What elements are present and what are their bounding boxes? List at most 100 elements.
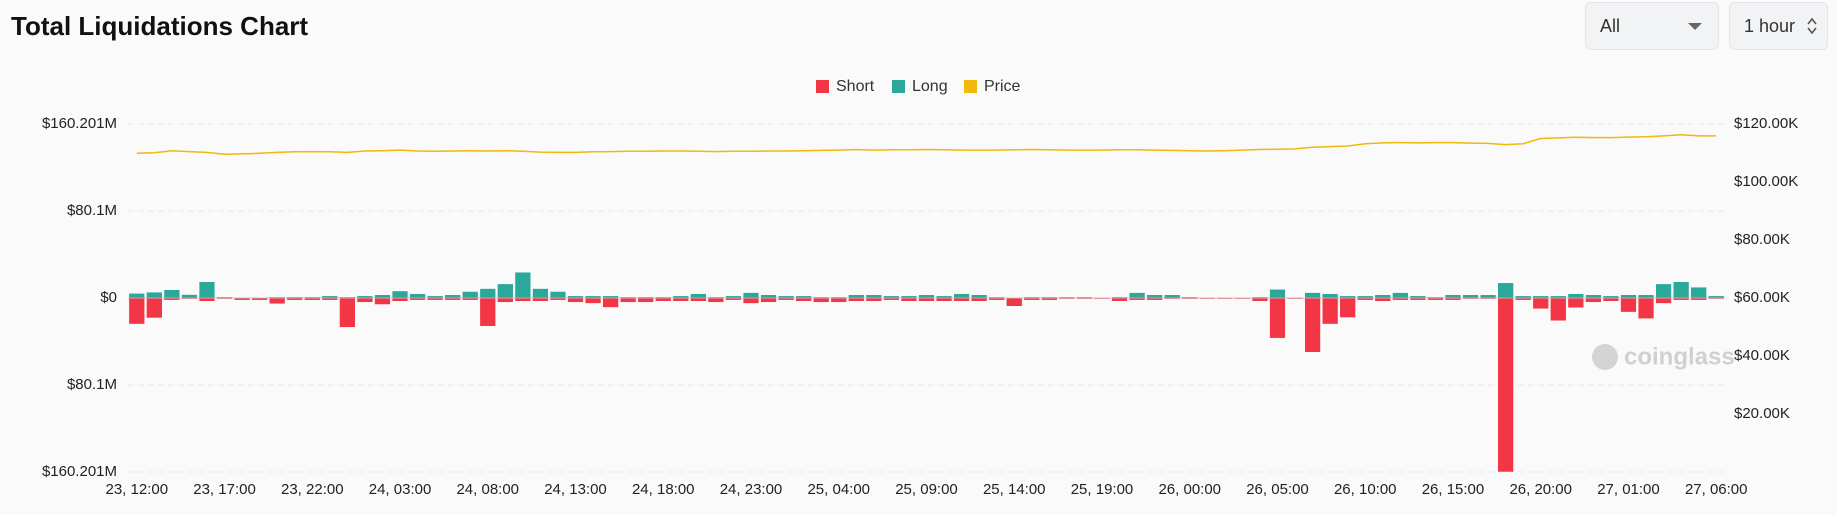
interval-select[interactable]: 1 hour <box>1729 2 1828 50</box>
bar <box>1128 297 1146 301</box>
bar <box>1655 297 1672 304</box>
bar <box>1585 297 1602 303</box>
bar <box>725 297 742 301</box>
bar <box>532 288 549 299</box>
bar <box>953 297 970 302</box>
bar <box>1392 297 1409 301</box>
bar <box>1550 295 1567 299</box>
bar <box>497 297 514 303</box>
y2-tick-label: $120.00K <box>1734 115 1798 132</box>
bar <box>848 294 865 299</box>
bar <box>1497 282 1514 299</box>
bar <box>198 297 216 302</box>
bar <box>1321 297 1339 325</box>
bar <box>1304 297 1321 353</box>
bar <box>1128 292 1146 299</box>
bar <box>1041 297 1058 301</box>
bar <box>374 294 391 299</box>
bar <box>391 290 409 299</box>
bar <box>1146 297 1163 301</box>
bar <box>1690 286 1707 299</box>
bar <box>1251 297 1269 302</box>
bar <box>760 294 777 299</box>
bar <box>128 297 145 325</box>
bar <box>304 297 321 301</box>
bar <box>321 295 338 299</box>
x-tick-label: 23, 17:00 <box>193 481 256 498</box>
bar <box>918 294 935 299</box>
bar <box>321 297 338 301</box>
bar <box>444 297 461 301</box>
bar <box>1567 293 1584 299</box>
bar <box>391 297 409 302</box>
bar <box>1321 293 1339 299</box>
bar <box>1409 297 1427 301</box>
bar <box>1023 297 1040 301</box>
bar <box>988 297 1005 301</box>
bar <box>971 297 988 302</box>
bar <box>830 297 847 303</box>
bar <box>549 297 567 301</box>
y2-tick-label: $80.00K <box>1734 231 1790 248</box>
y-tick-label: $0 <box>100 289 117 306</box>
y2-tick-label: $100.00K <box>1734 173 1798 190</box>
interval-select-text: 1 hour <box>1744 15 1796 36</box>
x-tick-label: 26, 15:00 <box>1422 481 1485 498</box>
x-tick-label: 23, 22:00 <box>281 481 344 498</box>
legend-label: Long <box>912 78 948 95</box>
x-tick-label: 27, 06:00 <box>1685 481 1748 498</box>
x-tick-label: 25, 19:00 <box>1071 481 1134 498</box>
bar <box>707 297 725 303</box>
bar <box>813 297 830 303</box>
bar <box>567 297 584 303</box>
bar <box>1479 294 1497 299</box>
bar <box>339 297 356 328</box>
bar <box>795 295 812 299</box>
bar <box>742 292 760 299</box>
bar <box>1585 294 1602 299</box>
legend-swatch <box>892 80 905 93</box>
bar <box>444 294 461 299</box>
bar <box>409 297 426 301</box>
bar <box>883 295 900 299</box>
spinner-arrows <box>1807 17 1817 35</box>
bar <box>374 297 391 305</box>
bar <box>690 297 707 302</box>
bar <box>900 297 918 302</box>
bar <box>514 297 532 302</box>
bar <box>146 291 163 299</box>
bar <box>233 297 251 301</box>
bar <box>953 293 970 299</box>
bar <box>1006 297 1023 307</box>
bar <box>532 297 549 302</box>
x-tick-label: 26, 10:00 <box>1334 481 1397 498</box>
bar <box>1357 295 1374 299</box>
bar <box>848 297 865 302</box>
bar <box>1620 294 1637 299</box>
watermark-logo <box>1592 344 1618 370</box>
bar <box>1269 297 1286 339</box>
bar <box>356 297 374 303</box>
bar <box>1164 294 1181 299</box>
bar <box>900 295 918 299</box>
bar <box>514 271 532 299</box>
bar <box>655 297 672 302</box>
legend-swatch <box>964 80 977 93</box>
x-tick-label: 24, 13:00 <box>544 481 607 498</box>
y-tick-label: $80.1M <box>67 376 117 393</box>
coin-select-text: All <box>1600 15 1621 36</box>
bar <box>1497 297 1514 473</box>
bar <box>198 281 216 299</box>
price-line <box>136 133 1717 155</box>
bar <box>181 294 198 299</box>
coin-select[interactable]: All <box>1585 2 1719 50</box>
bar <box>1532 295 1549 299</box>
bar <box>286 297 303 301</box>
bar <box>1708 295 1725 299</box>
bar <box>409 293 426 299</box>
bar <box>1374 297 1391 302</box>
bar <box>1374 294 1391 299</box>
bar <box>1515 297 1532 301</box>
